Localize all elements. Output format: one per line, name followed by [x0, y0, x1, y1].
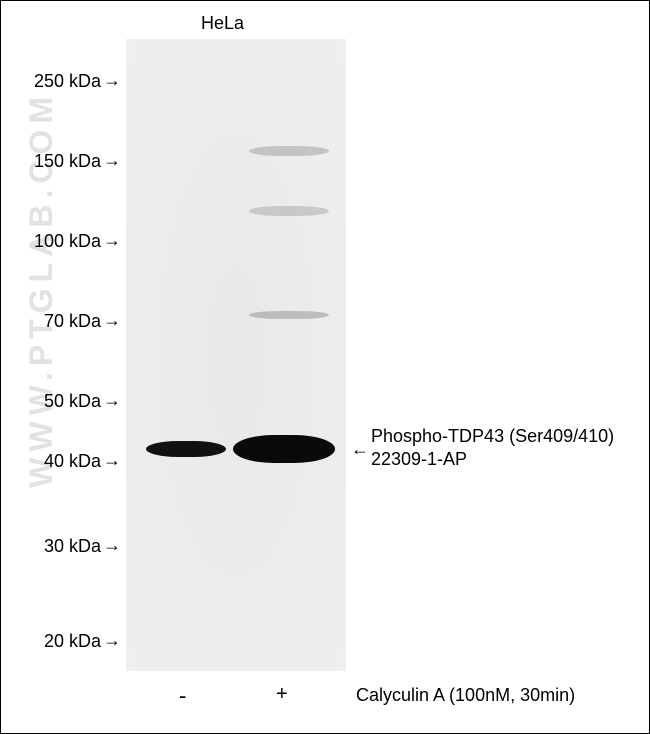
- film-noise: [126, 39, 346, 671]
- mw-arrow: →: [103, 450, 121, 471]
- mw-arrow: →: [103, 390, 121, 411]
- band-arrow: ←: [351, 439, 369, 460]
- figure-container: WWW.PTGLAB.COM HeLa 250 kDa→150 kDa→100 …: [1, 1, 649, 733]
- mw-label: 250 kDa: [16, 71, 101, 92]
- mw-arrow: →: [103, 630, 121, 651]
- band-plus-faint: [249, 206, 329, 216]
- mw-arrow: →: [103, 230, 121, 251]
- band-label-line1: Phospho-TDP43 (Ser409/410): [371, 426, 614, 447]
- mw-label: 20 kDa: [16, 631, 101, 652]
- mw-arrow: →: [103, 310, 121, 331]
- band-plus-main: [233, 435, 335, 463]
- mw-label: 50 kDa: [16, 391, 101, 412]
- band-plus-faint: [249, 146, 329, 156]
- treatment-text: Calyculin A (100nM, 30min): [356, 685, 575, 706]
- band-label-line2: 22309-1-AP: [371, 449, 467, 470]
- lane-minus-symbol: -: [179, 683, 186, 709]
- mw-arrow: →: [103, 150, 121, 171]
- cell-line-label: HeLa: [201, 13, 244, 34]
- mw-label: 100 kDa: [16, 231, 101, 252]
- mw-label: 150 kDa: [16, 151, 101, 172]
- band-minus-main: [146, 441, 226, 457]
- mw-label: 70 kDa: [16, 311, 101, 332]
- blot-membrane: [126, 39, 346, 671]
- mw-label: 40 kDa: [16, 451, 101, 472]
- mw-arrow: →: [103, 535, 121, 556]
- band-plus-faint: [249, 311, 329, 319]
- mw-arrow: →: [103, 70, 121, 91]
- lane-plus-symbol: +: [276, 683, 288, 706]
- mw-label: 30 kDa: [16, 536, 101, 557]
